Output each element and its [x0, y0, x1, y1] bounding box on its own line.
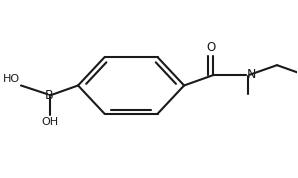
Text: B: B	[45, 89, 54, 102]
Text: HO: HO	[2, 74, 20, 84]
Text: OH: OH	[41, 117, 58, 127]
Text: O: O	[207, 41, 216, 54]
Text: N: N	[247, 68, 256, 81]
